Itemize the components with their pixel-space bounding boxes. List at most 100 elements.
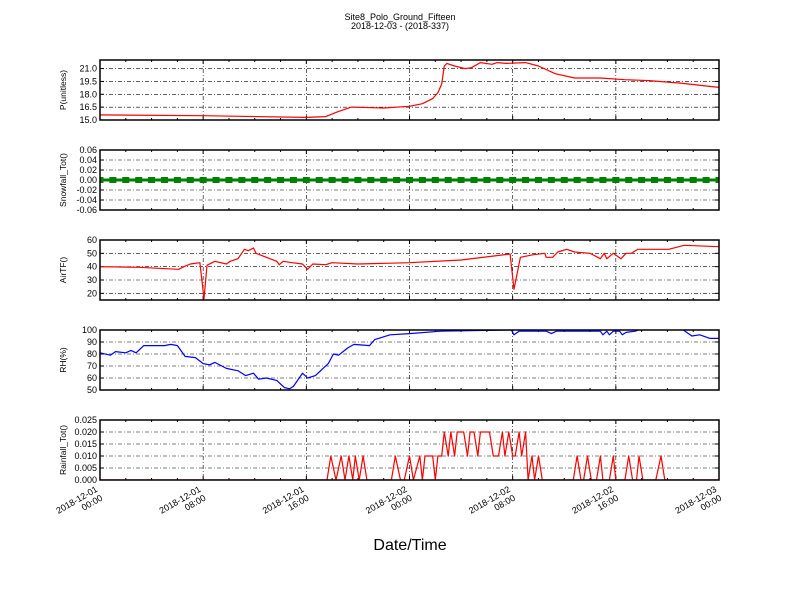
axes-frame: [99, 329, 720, 391]
y-tick-label: 0.015: [74, 439, 97, 449]
series-line: [100, 244, 719, 300]
y-tick-label: -0.04: [76, 195, 97, 205]
y-tick-label: 100: [82, 325, 97, 335]
data-point: [302, 177, 310, 183]
y-tick-label: 50: [87, 385, 97, 395]
data-point: [225, 177, 233, 183]
data-point: [470, 177, 478, 183]
series-1: [100, 61, 719, 119]
data-point: [676, 177, 684, 183]
y-tick-label: 0.005: [74, 463, 97, 473]
series-3: [100, 244, 719, 300]
y-tick-label: 0.020: [74, 427, 97, 437]
y-tick-label: 0.02: [79, 165, 97, 175]
data-point: [496, 177, 504, 183]
data-point: [483, 177, 491, 183]
y-tick-label: 0.025: [74, 415, 97, 425]
y-axis-label: Snowfall_Tot(): [58, 153, 68, 207]
y-tick-label: 60: [87, 373, 97, 383]
data-point: [354, 177, 362, 183]
y-axis-label: P(unitless): [58, 70, 68, 110]
y-axis-label: RH(%): [58, 347, 68, 373]
data-point: [367, 177, 375, 183]
y-axis-label: AirTF(): [58, 257, 68, 284]
data-point: [444, 177, 452, 183]
series-line: [100, 431, 719, 480]
axes-frame: [99, 419, 720, 481]
y-tick-label: 0.00: [79, 175, 97, 185]
data-point: [199, 177, 207, 183]
y-tick-label: 30: [87, 275, 97, 285]
data-point: [457, 177, 465, 183]
data-point: [534, 177, 542, 183]
data-point: [251, 177, 259, 183]
chart-subtitle: 2018-12-03 - (2018-337): [351, 21, 449, 31]
series-line: [100, 330, 719, 390]
data-point: [431, 177, 439, 183]
data-point: [212, 177, 220, 183]
y-tick-label: 19.5: [79, 76, 97, 86]
data-point: [315, 177, 323, 183]
series-4: [100, 330, 719, 390]
x-axis-label: Date/Time: [373, 537, 446, 554]
data-point: [186, 177, 194, 183]
series-2: [100, 177, 719, 183]
subplots: 15.0 16.5 18.0 19.5 21.0 P(unitless) -0.06-0.0…: [58, 59, 720, 485]
data-point: [651, 177, 659, 183]
subplot-5: 0.000 0.005 0.010 0.015 0.020 0.025 Rainfall_T…: [58, 415, 720, 485]
series-line: [100, 61, 719, 119]
subplot-3: 20 30 40 50 60 AirTF(): [58, 235, 720, 301]
data-point: [522, 177, 530, 183]
data-point: [406, 177, 413, 183]
data-point: [148, 177, 156, 183]
data-point: [547, 177, 555, 183]
data-point: [135, 177, 143, 183]
data-point: [393, 177, 401, 183]
axes-frame: [99, 149, 720, 211]
y-tick-label: 21.0: [79, 64, 97, 74]
y-axis-label: Rainfall_Tot(): [58, 425, 68, 475]
data-point: [380, 177, 388, 183]
subplot-2: -0.06-0.04-0.020.000.020.040.06 Snowfall_…: [58, 145, 720, 215]
y-tick-label: 15.0: [79, 115, 97, 125]
y-tick-label: -0.06: [76, 205, 97, 215]
y-tick-label: 0.010: [74, 451, 97, 461]
data-point: [612, 177, 620, 183]
data-point: [625, 177, 633, 183]
data-point: [715, 177, 719, 183]
data-point: [264, 177, 272, 183]
y-tick-label: 80: [87, 349, 97, 359]
y-tick-label: 60: [87, 235, 97, 245]
data-point: [638, 177, 646, 183]
y-tick-label: 0.06: [79, 145, 97, 155]
data-point: [573, 177, 581, 183]
series-5: [100, 431, 719, 480]
y-tick-label: 50: [87, 248, 97, 258]
data-point: [238, 177, 246, 183]
y-tick-label: 18.0: [79, 89, 97, 99]
data-point: [689, 177, 697, 183]
y-tick-label: 40: [87, 262, 97, 272]
data-point: [560, 177, 568, 183]
y-tick-label: 0.000: [74, 475, 97, 485]
y-tick-label: 90: [87, 337, 97, 347]
axes-frame: [99, 239, 720, 301]
data-point: [173, 177, 181, 183]
chart-title: Site8_Polo_Ground_Fifteen: [344, 12, 455, 22]
data-point: [328, 177, 336, 183]
y-tick-label: 16.5: [79, 102, 97, 112]
subplot-1: 15.0 16.5 18.0 19.5 21.0 P(unitless): [58, 59, 720, 125]
data-point: [277, 177, 285, 183]
data-point: [663, 177, 671, 183]
subplot-4: 50 60 70 80 90 100 RH(%): [58, 325, 720, 395]
y-tick-label: 70: [87, 361, 97, 371]
data-point: [599, 177, 607, 183]
data-point: [341, 177, 349, 183]
data-point: [509, 177, 517, 183]
data-point: [160, 177, 168, 183]
axes-frame: [99, 59, 720, 121]
data-point: [109, 177, 117, 183]
data-point: [586, 177, 594, 183]
data-point: [100, 177, 104, 183]
